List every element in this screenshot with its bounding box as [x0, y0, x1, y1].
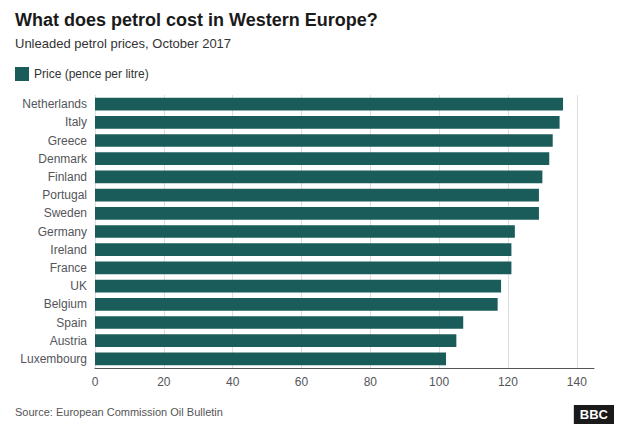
svg-text:Spain: Spain — [56, 316, 87, 330]
svg-text:100: 100 — [429, 375, 449, 389]
svg-text:120: 120 — [498, 375, 518, 389]
svg-text:Sweden: Sweden — [44, 206, 87, 220]
svg-text:What does petrol cost in Weste: What does petrol cost in Western Europe? — [15, 10, 378, 30]
svg-text:Belgium: Belgium — [44, 297, 87, 311]
svg-text:UK: UK — [70, 279, 87, 293]
svg-text:Luxembourg: Luxembourg — [20, 352, 87, 366]
svg-text:Greece: Greece — [48, 134, 88, 148]
svg-text:Italy: Italy — [65, 115, 87, 129]
svg-text:20: 20 — [157, 375, 171, 389]
svg-text:Denmark: Denmark — [38, 152, 88, 166]
svg-text:France: France — [50, 261, 88, 275]
svg-text:Price (pence per litre): Price (pence per litre) — [34, 67, 149, 81]
svg-text:Unleaded petrol prices, Octobe: Unleaded petrol prices, October 2017 — [15, 36, 231, 51]
svg-text:Netherlands: Netherlands — [22, 97, 87, 111]
svg-text:40: 40 — [226, 375, 240, 389]
svg-text:BBC: BBC — [580, 407, 609, 422]
svg-text:80: 80 — [364, 375, 378, 389]
svg-text:Germany: Germany — [38, 225, 87, 239]
svg-text:Source: European Commission Oi: Source: European Commission Oil Bulletin — [15, 406, 223, 418]
svg-text:Finland: Finland — [48, 170, 87, 184]
svg-text:Austria: Austria — [50, 334, 88, 348]
svg-text:60: 60 — [295, 375, 309, 389]
svg-text:Ireland: Ireland — [50, 243, 87, 257]
svg-text:0: 0 — [92, 375, 99, 389]
svg-text:Portugal: Portugal — [42, 188, 87, 202]
svg-text:140: 140 — [567, 375, 587, 389]
